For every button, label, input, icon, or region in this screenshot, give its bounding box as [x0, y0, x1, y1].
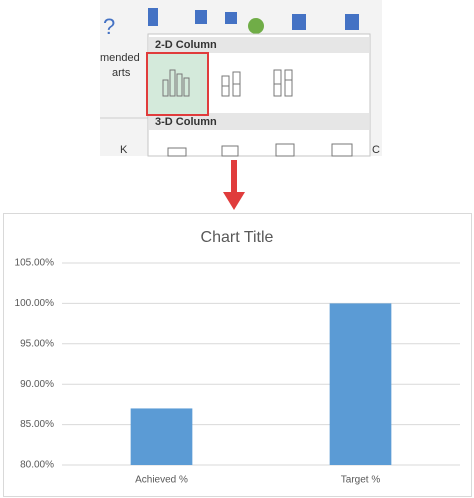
- plot: 80.00% 85.00% 90.00% 95.00% 100.00% 105.00% Ac…: [15, 258, 460, 486]
- arrow-head: [223, 192, 245, 210]
- bar: [329, 303, 392, 465]
- y-tick-label: 95.00%: [20, 338, 54, 349]
- y-tick-label: 80.00%: [20, 460, 54, 471]
- chart-icon[interactable]: [148, 8, 158, 26]
- section-title: 2-D Column: [155, 39, 217, 51]
- help-icon: ?: [103, 14, 115, 39]
- section-title: 3-D Column: [155, 116, 217, 128]
- arrow: [231, 160, 237, 194]
- y-tick-label: 105.00%: [15, 258, 55, 269]
- y-tick-label: 100.00%: [15, 298, 55, 309]
- chart-icon[interactable]: [195, 10, 207, 24]
- chart-title: Chart Title: [201, 229, 274, 246]
- map-icon[interactable]: [248, 18, 264, 34]
- stacked-column-icon[interactable]: [221, 71, 241, 97]
- y-tick-label: 85.00%: [20, 419, 54, 430]
- chart-icon[interactable]: [225, 12, 237, 24]
- 3d-column-icons[interactable]: [167, 143, 353, 157]
- bar: [130, 408, 193, 465]
- ribbon-label: mended: [100, 52, 140, 64]
- chart-icon[interactable]: [292, 14, 306, 30]
- section-header: [149, 37, 369, 53]
- percent-column-icon[interactable]: [273, 69, 293, 97]
- clustered-column-icon: [162, 69, 190, 97]
- chart-icon[interactable]: [345, 14, 359, 30]
- y-tick-label: 90.00%: [20, 379, 54, 390]
- x-tick-label: Achieved %: [135, 475, 188, 486]
- ribbon-label: arts: [112, 67, 131, 79]
- column-letter: K: [120, 144, 128, 156]
- chart-area: [3, 213, 472, 497]
- section-header: [149, 113, 369, 130]
- column-letter: C: [372, 144, 380, 156]
- x-tick-label: Target %: [341, 475, 381, 486]
